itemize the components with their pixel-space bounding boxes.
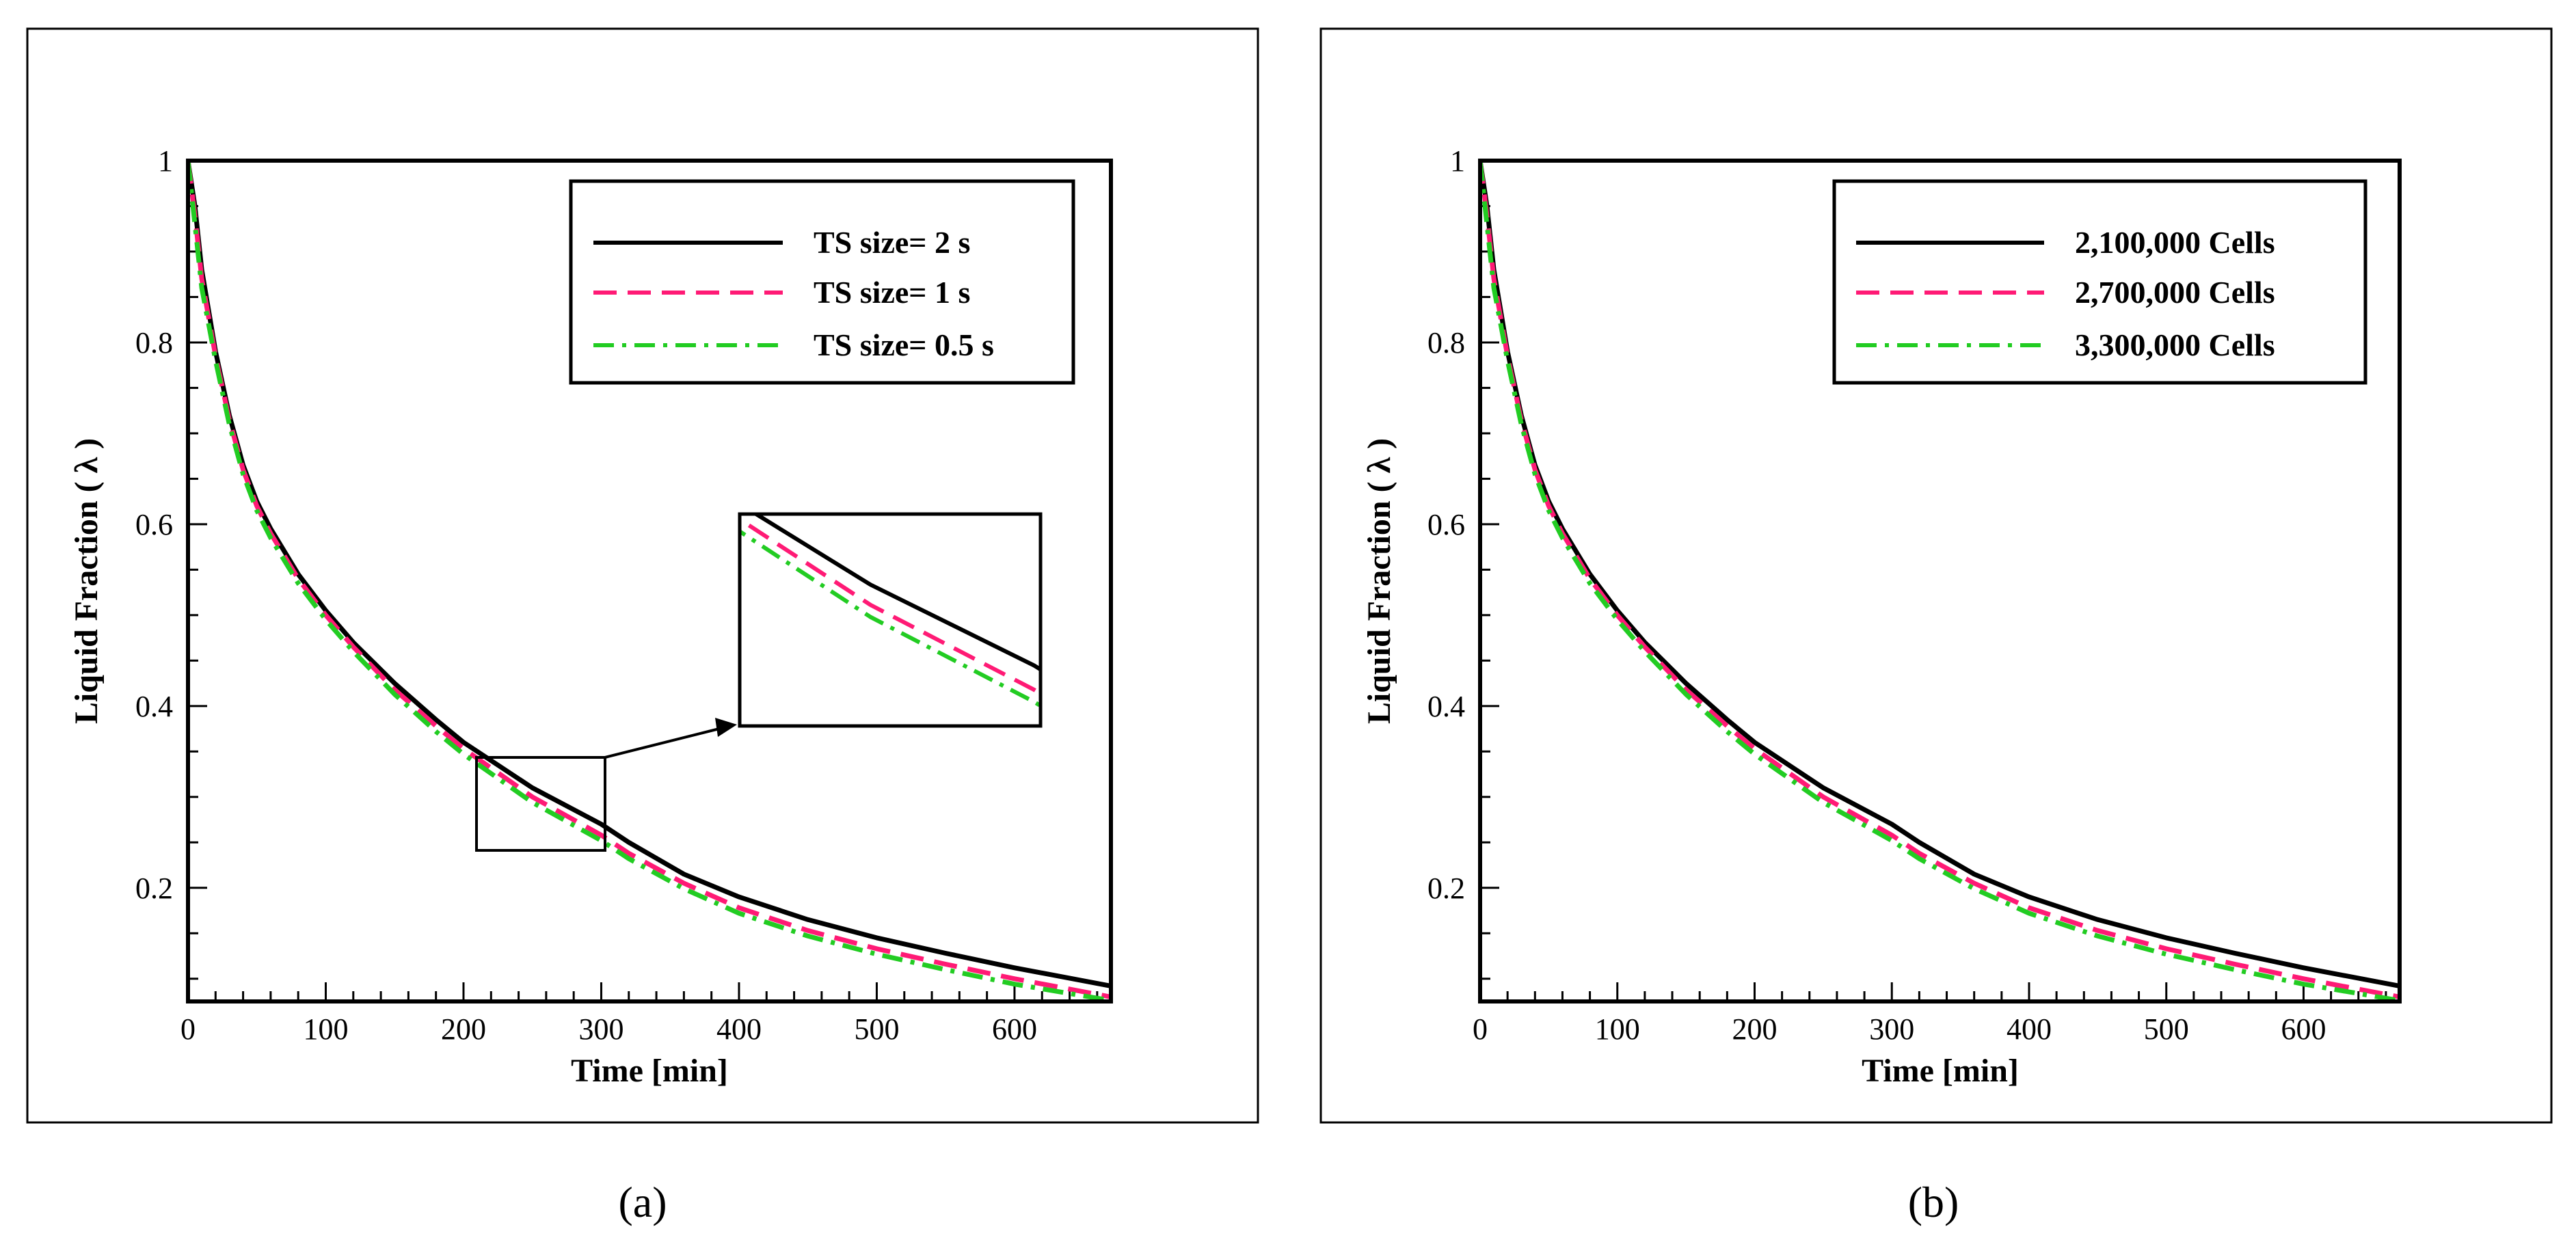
panel-b-legend-label-1: 2,700,000 Cells [2075,275,2275,310]
panel-a-legend-box [569,179,1075,385]
panel-b-legend: 2,100,000 Cells 2,700,000 Cells 3,300,00… [1832,179,2367,385]
panel-a-legend: TS size= 2 s TS size= 1 s TS size= 0.5 s [569,179,1075,385]
panel-b-legend-label-2: 3,300,000 Cells [2075,327,2275,362]
panel-b-xtick-label: 0 [1473,1012,1488,1046]
zoom-inset-series-1-line [740,517,1041,697]
panel-b-ytick-label: 1 [1450,144,1465,178]
panel-a-xtick-label: 0 [180,1012,196,1046]
panel-a-ytick-label: 0.8 [135,326,173,360]
zoom-inset [475,512,1043,852]
panel-b-plot-area [1480,161,2400,1001]
panel-a-ytick-label: 0.2 [135,872,173,905]
panel-b-xtick-labels: 0 100 200 300 400 500 600 [1473,1012,2326,1046]
panel-a-legend-label-2: TS size= 0.5 s [814,327,994,362]
panel-b-xtick-label: 100 [1595,1012,1640,1046]
panel-b-caption: (b) [1908,1178,1959,1226]
panel-a-frame [26,27,1259,1124]
panel-a-xtick-label: 100 [303,1012,348,1046]
panel-a-ytick-label: 0.6 [135,508,173,541]
panel-a-xtick-label: 400 [716,1012,762,1046]
panel-a-ytick-label: 0.4 [135,690,173,723]
zoom-inset-series-2-line [740,528,1041,709]
panel-b-y-axis-label: Liquid Fraction ( λ ) [1361,438,1397,724]
panel-a: 0 100 200 300 400 500 600 0.2 0.4 0.6 0.8 1 Time [… [26,27,1259,1226]
panel-a-caption: (a) [618,1178,667,1226]
zoom-inset-box [738,512,1043,728]
panel-a-series-2-line [188,161,1111,1001]
panel-b-ytick-label: 0.4 [1427,690,1465,723]
panel-a-axes-box [186,159,1113,1003]
zoom-inset-lines [740,514,1041,709]
panel-b: 0 100 200 300 400 500 600 0.2 0.4 0.6 0.8 1 Time [… [1319,27,2553,1226]
panel-a-y-axis-label: Liquid Fraction ( λ ) [68,438,105,724]
panel-b-ytick-label: 0.6 [1427,508,1465,541]
panel-a-ytick-labels: 0.2 0.4 0.6 0.8 1 [135,144,173,905]
zoom-connector-line [604,727,720,759]
zoom-inset-series-0-line [752,514,1041,672]
panel-b-legend-box [1832,179,2367,385]
panel-a-x-axis-label: Time [min] [571,1053,728,1089]
zoom-inset-bg [740,514,1041,726]
panel-a-xtick-label: 200 [441,1012,486,1046]
panel-b-series-2-line [1480,161,2400,1001]
panel-a-xtick-label: 600 [992,1012,1037,1046]
panel-b-xtick-label: 500 [2144,1012,2189,1046]
panel-b-axes-box [1478,159,2402,1003]
panel-a-legend-label-1: TS size= 1 s [814,275,970,310]
panel-b-xtick-label: 300 [1869,1012,1914,1046]
panel-a-xtick-label: 500 [854,1012,899,1046]
panel-b-ytick-label: 0.2 [1427,872,1465,905]
panel-a-ytick-label: 1 [158,144,173,178]
panel-b-xtick-label: 400 [2007,1012,2052,1046]
panel-b-xtick-label: 600 [2281,1012,2326,1046]
panel-b-ytick-label: 0.8 [1427,326,1465,360]
panel-a-plot-area [188,161,1111,1001]
panel-b-legend-label-0: 2,100,000 Cells [2075,225,2275,260]
panel-b-xtick-label: 200 [1732,1012,1777,1046]
panel-b-ytick-labels: 0.2 0.4 0.6 0.8 1 [1427,144,1465,905]
panel-a-legend-label-0: TS size= 2 s [814,225,970,260]
zoom-arrowhead [715,718,737,737]
zoom-source-box [475,756,606,852]
panel-a-xtick-labels: 0 100 200 300 400 500 600 [180,1012,1037,1046]
panel-b-frame [1319,27,2553,1124]
panel-a-xtick-label: 300 [578,1012,623,1046]
panel-b-x-axis-label: Time [min] [1862,1053,2019,1089]
